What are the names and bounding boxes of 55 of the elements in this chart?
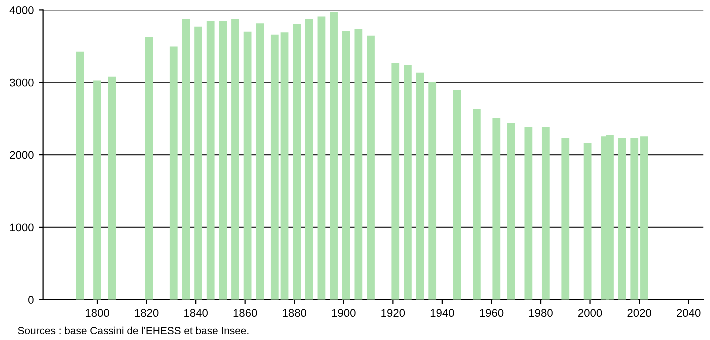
y-tick-label: 4000 xyxy=(10,6,34,14)
bar xyxy=(416,72,424,300)
bar xyxy=(280,32,289,300)
bar xyxy=(318,16,326,300)
bar xyxy=(256,24,264,300)
bar xyxy=(404,65,412,300)
x-tick-label: 1980 xyxy=(529,309,553,318)
bar xyxy=(367,36,375,300)
bar xyxy=(428,82,437,300)
bar xyxy=(542,128,550,300)
x-tick-label: 2040 xyxy=(677,309,701,318)
bar xyxy=(270,34,279,300)
bar xyxy=(342,31,350,300)
y-tick-label: 3000 xyxy=(10,78,34,87)
bar xyxy=(170,46,178,300)
bar xyxy=(507,124,516,300)
y-tick-label: 0 xyxy=(28,296,34,304)
bar xyxy=(618,138,626,300)
x-tick-label: 1860 xyxy=(234,309,258,318)
bar xyxy=(330,12,338,300)
x-tick-label: 1900 xyxy=(332,309,356,318)
bar xyxy=(392,63,400,300)
bar xyxy=(94,80,102,300)
bar xyxy=(630,138,639,300)
bar xyxy=(640,136,648,300)
x-tick-label: 1940 xyxy=(430,309,454,318)
x-tick-label: 1920 xyxy=(382,309,406,318)
bar xyxy=(182,19,190,300)
bar xyxy=(354,29,363,300)
y-tick-label: 2000 xyxy=(10,151,34,160)
x-tick-label: 1800 xyxy=(86,309,110,318)
bar xyxy=(145,36,154,300)
bar xyxy=(473,109,481,300)
x-tick-label: 2000 xyxy=(578,309,602,318)
bar xyxy=(584,143,592,300)
bar xyxy=(108,76,116,300)
x-tick-label: 1960 xyxy=(480,309,504,318)
bar xyxy=(219,21,228,300)
bar xyxy=(76,52,84,300)
x-tick-label: 1840 xyxy=(184,309,208,318)
y-tick-label: 1000 xyxy=(10,224,34,232)
bar xyxy=(244,32,252,300)
bar xyxy=(562,138,570,300)
bar xyxy=(524,128,533,300)
bar xyxy=(453,90,462,300)
x-tick-label: 1880 xyxy=(283,309,307,318)
bar xyxy=(206,21,215,300)
x-tick-label: 1820 xyxy=(135,309,159,318)
bar xyxy=(305,19,314,300)
bar xyxy=(492,118,501,300)
bar xyxy=(194,26,202,300)
source-note: Sources : base Cassini de l'EHESS et base Insee. xyxy=(18,326,249,335)
bar xyxy=(293,24,302,300)
bar xyxy=(232,19,240,300)
x-tick-label: 2020 xyxy=(628,309,652,318)
